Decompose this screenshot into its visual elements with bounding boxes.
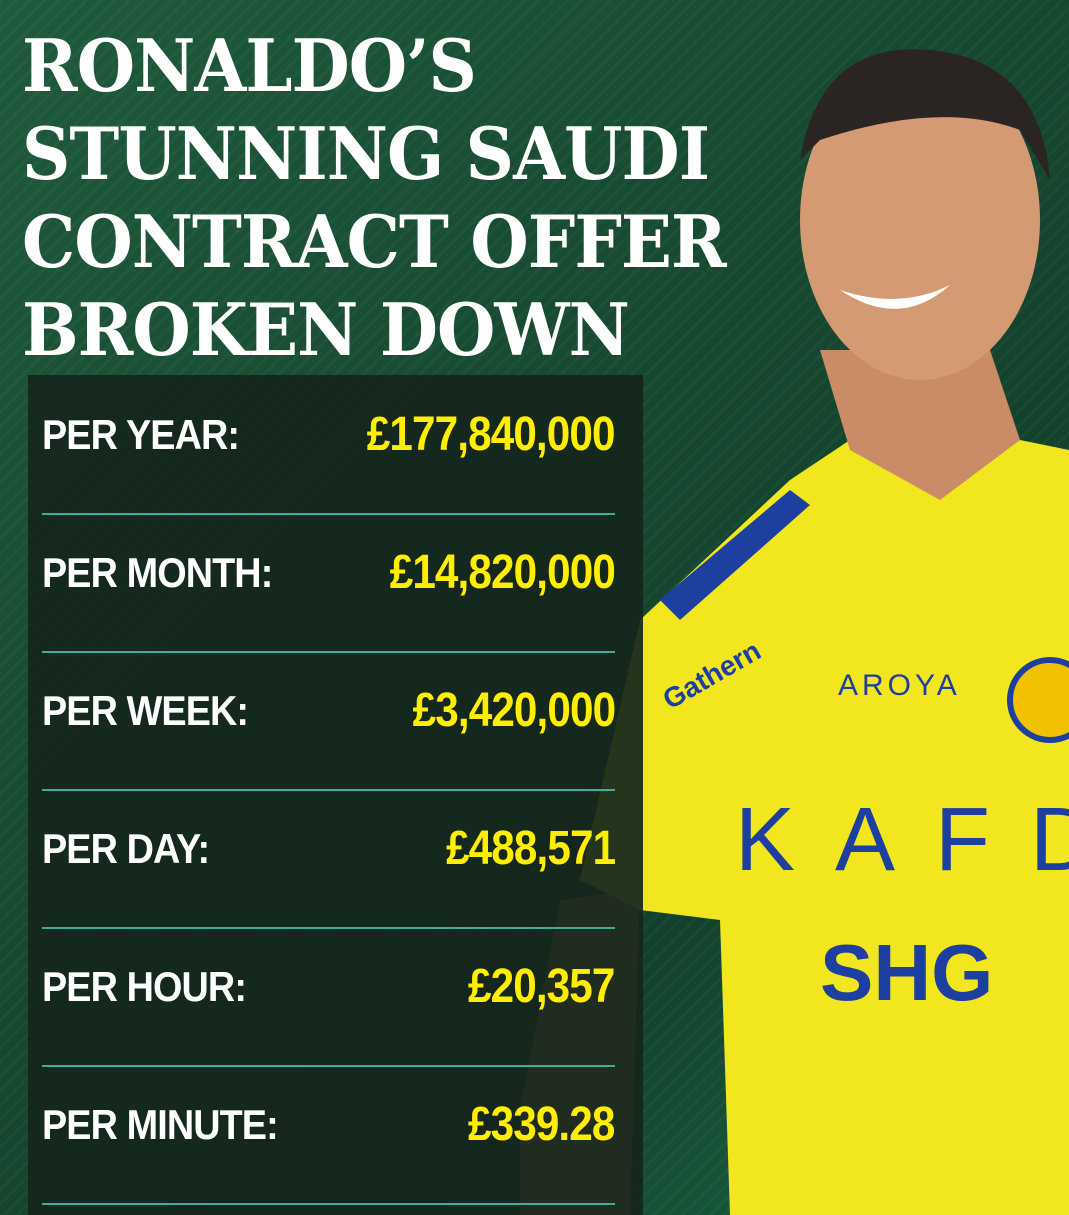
table-row: PER WEEK: £3,420,000: [42, 651, 616, 791]
period-label: PER DAY:: [42, 825, 210, 872]
period-label: PER WEEK:: [42, 687, 249, 734]
headline: RONALDO’S STUNNING SAUDI CONTRACT OFFER …: [22, 22, 727, 374]
table-row: PER MONTH: £14,820,000: [42, 513, 616, 653]
amount-value: £14,820,000: [389, 546, 616, 599]
smile: [840, 285, 950, 309]
jersey-trim: [660, 490, 810, 620]
salary-breakdown-table: PER YEAR: £177,840,000 PER MONTH: £14,82…: [28, 375, 643, 1215]
table-row: PER YEAR: £177,840,000: [42, 375, 616, 515]
headline-line: STUNNING SAUDI: [22, 111, 710, 196]
club-crest: [1007, 657, 1069, 743]
kafd-logo: KAFD: [735, 790, 1069, 890]
headline-line: RONALDO’S: [22, 23, 477, 108]
headline-line: BROKEN DOWN: [22, 287, 630, 372]
period-label: PER YEAR:: [42, 411, 240, 458]
table-row: PER DAY: £488,571: [42, 789, 616, 929]
headline-line: CONTRACT OFFER: [22, 199, 727, 284]
period-label: PER MINUTE:: [42, 1101, 279, 1148]
shg-logo: SHG: [820, 928, 993, 1017]
period-label: PER MONTH:: [42, 549, 273, 596]
hair: [800, 49, 1050, 180]
amount-value: £3,420,000: [412, 684, 615, 737]
table-row: PER MINUTE: £339.28: [42, 1065, 616, 1205]
amount-value: £20,357: [468, 960, 615, 1013]
jersey: [580, 440, 1069, 1215]
amount-value: £177,840,000: [367, 408, 616, 461]
neck: [820, 350, 1020, 500]
period-label: PER HOUR:: [42, 963, 247, 1010]
amount-value: £339.28: [468, 1098, 615, 1151]
table-row: PER HOUR: £20,357: [42, 927, 616, 1067]
amount-value: £488,571: [445, 822, 616, 875]
aroya-logo: AROYA: [838, 669, 961, 702]
